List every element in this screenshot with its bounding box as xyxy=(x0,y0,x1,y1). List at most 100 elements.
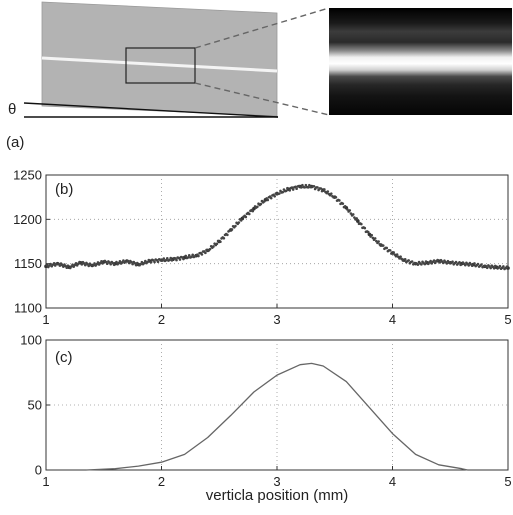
data-point-fill xyxy=(416,263,420,266)
data-point-fill xyxy=(147,258,151,262)
panel-a: θ (a) xyxy=(6,1,512,151)
data-point-fill xyxy=(146,260,149,264)
data-point-fill xyxy=(353,216,356,219)
data-point-fill xyxy=(505,265,509,269)
data-point-fill xyxy=(429,259,432,263)
data-point-fill xyxy=(407,259,410,262)
y-tick-label: 50 xyxy=(28,398,42,413)
data-point-fill xyxy=(288,189,292,192)
data-point-fill xyxy=(459,263,462,267)
data-point-fill xyxy=(373,237,377,240)
data-point-fill xyxy=(485,266,489,270)
data-point-fill xyxy=(78,260,81,264)
data-point-fill xyxy=(89,263,93,267)
y-tick-label: 1150 xyxy=(14,256,42,271)
data-point-fill xyxy=(126,259,130,263)
data-point-fill xyxy=(447,261,451,264)
data-point-fill xyxy=(186,256,190,259)
y-tick-label: 1200 xyxy=(13,212,42,227)
data-point-fill xyxy=(306,186,310,189)
data-point-fill xyxy=(52,261,56,265)
data-point-fill xyxy=(62,265,65,268)
data-point-fill xyxy=(442,261,445,265)
data-point-fill xyxy=(291,188,295,191)
data-point-fill xyxy=(262,200,266,203)
data-point-fill xyxy=(301,183,304,187)
data-point-fill xyxy=(266,198,270,202)
x-tick-label: 4 xyxy=(389,474,396,489)
panel-a-label: (a) xyxy=(6,134,24,151)
data-point-fill xyxy=(215,242,219,246)
data-point-fill xyxy=(290,186,294,189)
data-point-fill xyxy=(259,202,263,206)
data-point-fill xyxy=(320,189,324,193)
panel-c-y-ticks: 0 50 100 xyxy=(20,333,50,478)
data-point-fill xyxy=(101,262,104,265)
data-point-fill xyxy=(378,243,382,246)
data-point-fill xyxy=(112,263,116,267)
data-point-fill xyxy=(239,219,243,222)
data-point-fill xyxy=(197,254,200,258)
data-point-fill xyxy=(105,262,109,266)
data-point-fill xyxy=(122,259,125,262)
data-point-fill xyxy=(45,263,49,267)
data-point-fill xyxy=(278,192,281,195)
data-point-fill xyxy=(281,190,285,194)
data-point-fill xyxy=(269,196,273,200)
zoom-box xyxy=(125,47,196,84)
data-point-fill xyxy=(326,190,330,193)
data-point-fill xyxy=(366,230,370,234)
zoom-connector-bottom xyxy=(194,82,330,116)
data-point-fill xyxy=(234,224,237,228)
data-point-fill xyxy=(244,215,248,219)
data-point-fill xyxy=(284,189,288,193)
data-point-fill xyxy=(498,264,502,268)
data-point-fill xyxy=(390,252,393,255)
data-point-fill xyxy=(135,261,139,265)
panel-c-label: (c) xyxy=(55,349,73,366)
zoomed-stripe-image xyxy=(329,8,512,115)
data-point-fill xyxy=(131,262,134,266)
data-point-fill xyxy=(115,260,118,264)
data-point-fill xyxy=(142,261,146,265)
data-point-fill xyxy=(438,261,442,264)
data-point-fill xyxy=(392,251,395,254)
data-point-fill xyxy=(140,260,144,264)
series-line xyxy=(86,362,468,471)
panel-c-data xyxy=(86,362,468,471)
panel-b-y-ticks: 1100 1150 1200 1250 xyxy=(13,168,50,316)
data-point-fill xyxy=(153,260,156,264)
data-point-fill xyxy=(401,259,405,262)
data-point-fill xyxy=(303,186,307,189)
data-point-fill xyxy=(473,262,476,265)
data-point-fill xyxy=(193,255,197,258)
angle-line-tilted xyxy=(23,102,279,118)
data-point-fill xyxy=(482,264,486,268)
data-point-fill xyxy=(476,262,480,266)
data-point-fill xyxy=(502,265,505,268)
x-tick-label: 2 xyxy=(158,474,165,489)
data-point-fill xyxy=(454,260,458,264)
x-tick-label: 3 xyxy=(273,474,280,489)
data-point-fill xyxy=(219,240,222,244)
data-point-fill xyxy=(363,226,367,230)
data-point-fill xyxy=(343,204,347,208)
data-point-fill xyxy=(294,185,297,189)
data-point-fill xyxy=(149,260,153,264)
data-point-fill xyxy=(316,186,319,189)
data-point-fill xyxy=(93,262,96,265)
data-point-fill xyxy=(420,263,423,266)
data-point-fill xyxy=(445,262,449,265)
data-point-fill xyxy=(338,199,341,202)
data-point-fill xyxy=(169,256,173,260)
data-point-fill xyxy=(237,221,241,224)
panel-b-label: (b) xyxy=(55,181,73,198)
data-point-fill xyxy=(323,188,326,191)
data-point-fill xyxy=(205,248,208,252)
data-point-fill xyxy=(162,257,166,260)
panel-c: 1 2 3 4 5 0 50 100 (c) verticla position (mm) xyxy=(20,333,511,505)
data-point-fill xyxy=(399,255,402,258)
data-point-fill xyxy=(467,264,471,267)
data-point-fill xyxy=(381,244,385,247)
